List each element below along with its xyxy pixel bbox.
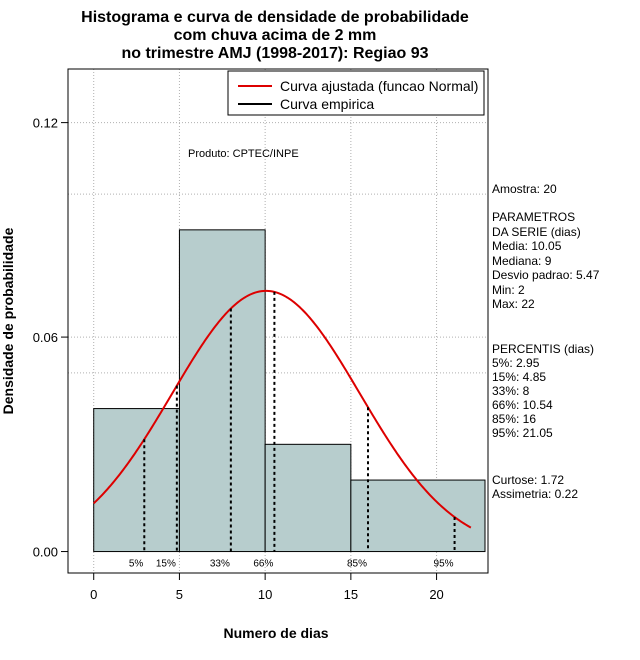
param-line-3: Media: 10.05 xyxy=(492,239,562,253)
curtose-label: Curtose: 1.72 xyxy=(492,473,564,487)
percent-line-1: PERCENTIS (dias) xyxy=(492,342,594,356)
param-line-6: Min: 2 xyxy=(492,283,525,297)
x-tick-label-1: 5 xyxy=(176,587,183,602)
grid-layer xyxy=(68,69,488,573)
amostra-label: Amostra: 20 xyxy=(492,182,557,196)
param-line-5: Desvio padrao: 5.47 xyxy=(492,268,600,282)
percentile-label-3: 66% xyxy=(253,559,273,570)
percent-line-6: 85%: 16 xyxy=(492,412,536,426)
param-line-7: Max: 22 xyxy=(492,297,535,311)
y-axis: 0.00 0.06 0.12 xyxy=(33,116,69,560)
x-tick-label-0: 0 xyxy=(90,587,97,602)
legend-label-empirical: Curva empirica xyxy=(280,96,374,112)
assimetria-label: Assimetria: 0.22 xyxy=(492,487,578,501)
percent-line-4: 33%: 8 xyxy=(492,384,530,398)
legend-box xyxy=(227,70,485,116)
x-tick-label-4: 20 xyxy=(429,587,443,602)
bars-layer xyxy=(93,229,486,553)
x-axis: 0 5 10 15 20 xyxy=(90,572,444,602)
histogram-bar-0 xyxy=(93,408,180,553)
percentile-label-2: 33% xyxy=(210,559,230,570)
y-tick-label-1: 0.06 xyxy=(33,330,58,345)
percentile-label-4: 85% xyxy=(347,559,367,570)
param-line-2: DA SERIE (dias) xyxy=(492,225,581,239)
percent-line-3: 15%: 4.85 xyxy=(492,370,546,384)
chart-title-line-2: com chuva acima de 2 mm xyxy=(174,27,377,44)
percentile-label-5: 95% xyxy=(434,559,454,570)
percentile-label-0: 5% xyxy=(129,559,144,570)
curve-layer xyxy=(93,289,472,529)
chart-title-line-3: no trimestre AMJ (1998-2017): Regiao 93 xyxy=(121,45,428,62)
chart-title-line-1: Histograma e curva de densidade de proba… xyxy=(81,9,469,26)
x-axis-label: Numero de dias xyxy=(223,625,328,641)
percent-line-2: 5%: 2.95 xyxy=(492,356,540,370)
y-tick-label-0: 0.00 xyxy=(33,545,58,560)
x-tick-label-3: 15 xyxy=(344,587,358,602)
percent-line-7: 95%: 21.05 xyxy=(492,426,553,440)
percentile-layer: 5% 15% 33% 66% 85% 95% xyxy=(129,291,456,570)
stats-panel: Amostra: 20 PARAMETROS DA SERIE (dias) M… xyxy=(492,182,600,501)
normal-curve-line xyxy=(93,289,472,529)
legend-label-normal: Curva ajustada (funcao Normal) xyxy=(280,78,478,94)
y-tick-label-2: 0.12 xyxy=(33,116,58,131)
legend: Curva ajustada (funcao Normal) Curva emp… xyxy=(227,70,485,116)
produto-label: Produto: CPTEC/INPE xyxy=(188,148,299,160)
histogram-bar-1 xyxy=(178,229,266,553)
histogram-bar-3 xyxy=(350,479,486,553)
percent-line-5: 66%: 10.54 xyxy=(492,398,553,412)
y-axis-label: Densidade de probabilidade xyxy=(0,227,16,414)
x-tick-label-2: 10 xyxy=(258,587,272,602)
param-line-1: PARAMETROS xyxy=(492,210,575,224)
percentile-label-1: 15% xyxy=(156,559,176,570)
param-line-4: Mediana: 9 xyxy=(492,254,552,268)
histogram-bar-2 xyxy=(264,443,352,553)
